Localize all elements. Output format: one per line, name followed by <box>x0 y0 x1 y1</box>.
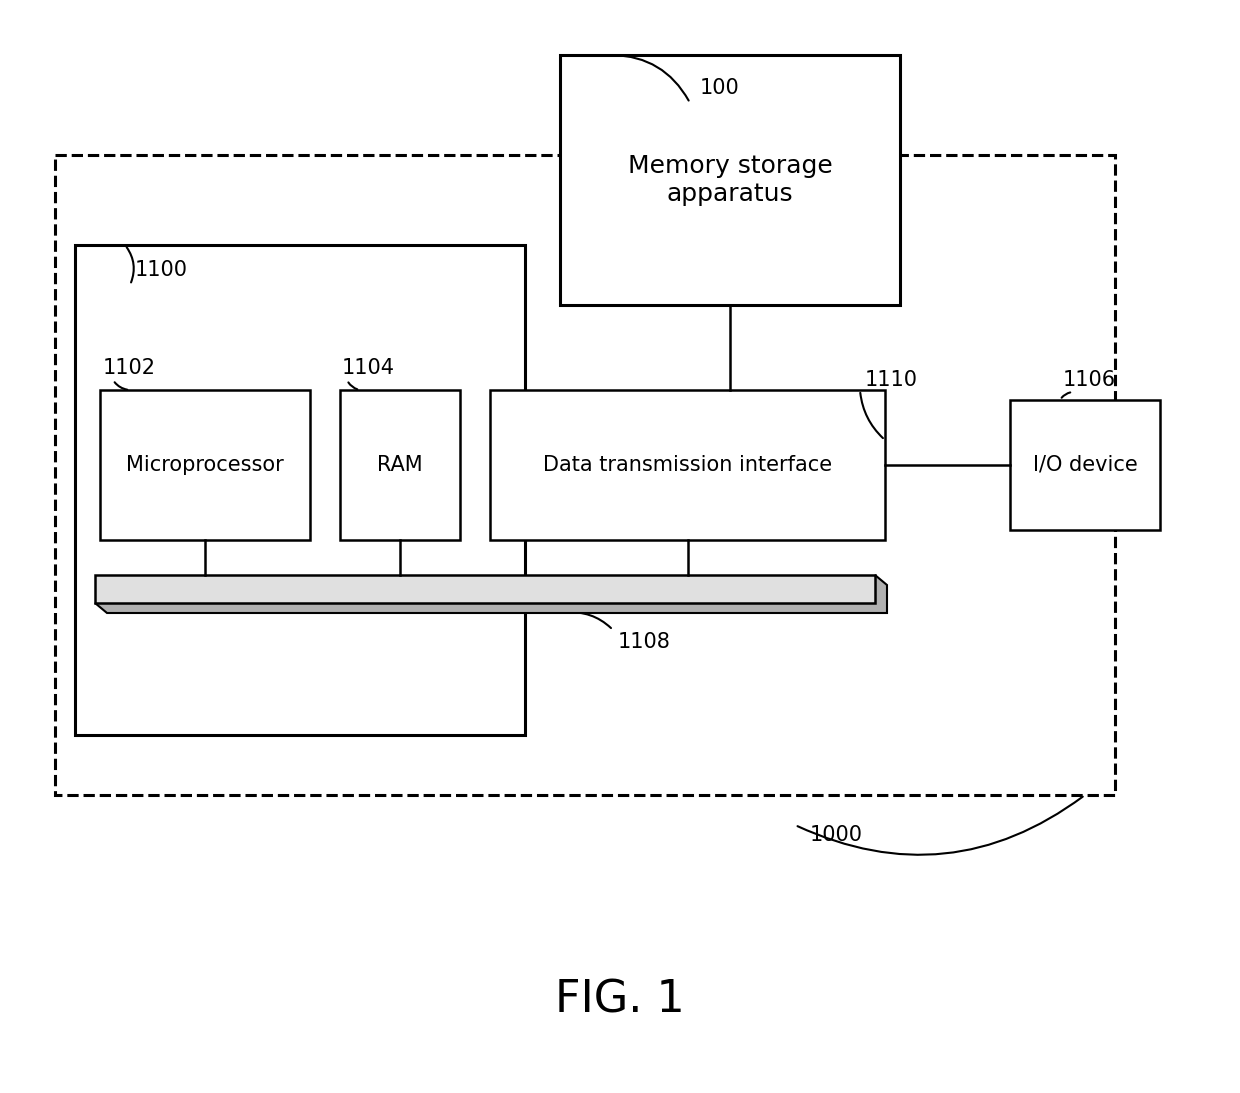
Text: 1106: 1106 <box>1063 371 1116 390</box>
Text: 1102: 1102 <box>103 359 156 378</box>
Text: 1000: 1000 <box>810 825 863 845</box>
Text: 1100: 1100 <box>135 260 188 280</box>
Bar <box>490 390 885 540</box>
Bar <box>1011 400 1159 530</box>
Bar <box>100 390 310 540</box>
Text: RAM: RAM <box>377 455 423 475</box>
Polygon shape <box>95 575 887 613</box>
Text: 1104: 1104 <box>342 359 396 378</box>
Text: Data transmission interface: Data transmission interface <box>543 455 832 475</box>
Text: Microprocessor: Microprocessor <box>126 455 284 475</box>
Bar <box>340 390 460 540</box>
Text: Memory storage
apparatus: Memory storage apparatus <box>627 154 832 205</box>
Text: 1110: 1110 <box>866 371 918 390</box>
Text: I/O device: I/O device <box>1033 455 1137 475</box>
Bar <box>560 55 900 305</box>
Bar <box>95 575 875 603</box>
Text: FIG. 1: FIG. 1 <box>556 978 684 1022</box>
Bar <box>74 245 525 734</box>
Text: 1108: 1108 <box>618 632 671 653</box>
Text: 100: 100 <box>701 78 740 98</box>
Bar <box>55 155 1115 795</box>
